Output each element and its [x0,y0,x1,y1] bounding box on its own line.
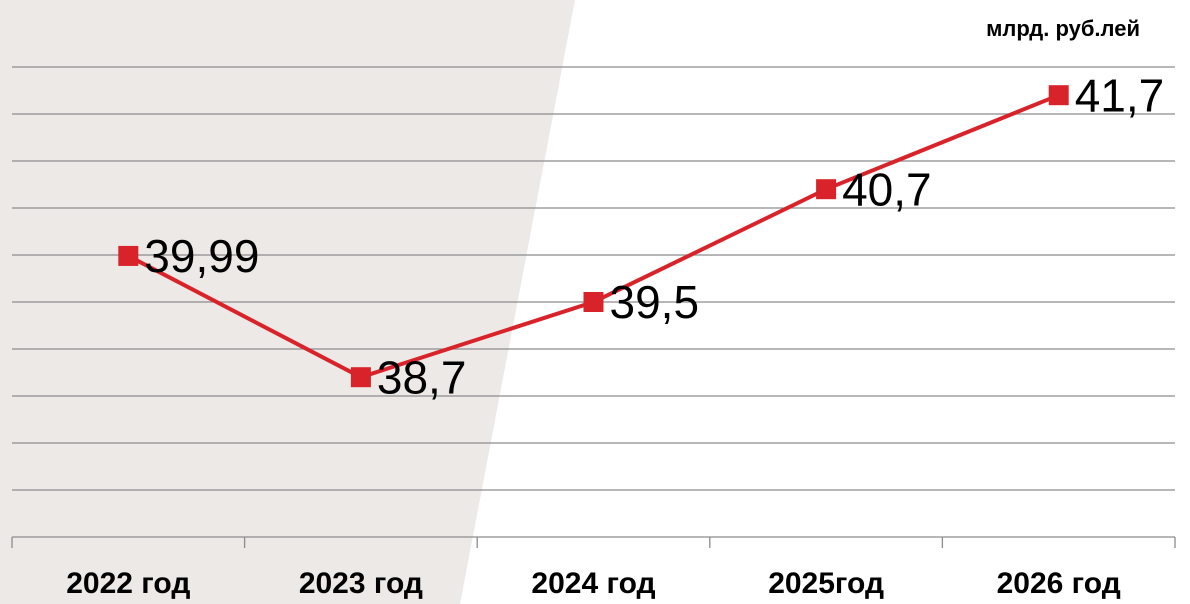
y-axis-label: млрд. руб.лей [986,16,1140,41]
x-tick-label: 2023 год [299,567,423,600]
marker [816,179,837,200]
data-label: 39,5 [610,276,700,328]
marker [1048,85,1069,106]
data-label: 39,99 [144,230,259,282]
marker [118,245,139,266]
marker [583,292,604,312]
x-tick-label: 2026 год [997,567,1121,600]
data-label: 40,7 [842,163,932,215]
x-tick-label: 2022 год [66,567,190,600]
x-tick-label: 2024 год [531,567,655,600]
x-tick-label: 2025год [768,567,884,600]
data-label: 41,7 [1075,69,1165,121]
data-label: 38,7 [377,351,467,403]
marker [350,367,371,388]
